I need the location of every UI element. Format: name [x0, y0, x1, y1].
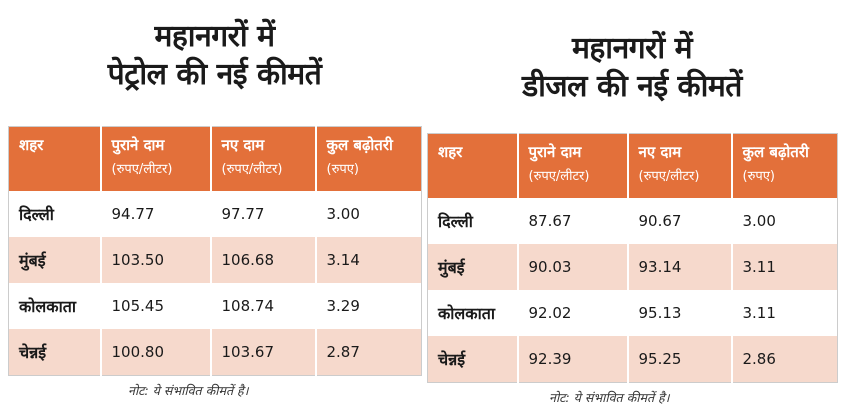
old-price-cell: 94.77 — [100, 191, 212, 237]
column-header-total-increase: कुल बढ़ोतरी (रुपए) — [315, 126, 422, 191]
city-cell: चेन्नई — [8, 329, 102, 376]
header-unit: (रुपए/लीटर) — [638, 169, 700, 184]
new-price-cell: 103.67 — [210, 329, 317, 376]
header-label: नए दाम — [638, 143, 682, 161]
header-label: कुल बढ़ोतरी — [742, 143, 809, 161]
old-price-cell: 87.67 — [517, 198, 629, 244]
table-row: कोलकाता 105.45 108.74 3.29 — [8, 283, 422, 329]
petrol-note: नोट: ये संभावित कीमतें है। — [128, 383, 249, 398]
city-cell: कोलकाता — [8, 283, 102, 329]
table-row: मुंबई 90.03 93.14 3.11 — [427, 244, 838, 290]
table-row: चेन्नई 100.80 103.67 2.87 — [8, 329, 422, 376]
old-price-cell: 105.45 — [100, 283, 212, 329]
new-price-cell: 108.74 — [210, 283, 317, 329]
header-label: शहर — [19, 136, 44, 154]
new-price-cell: 93.14 — [627, 244, 733, 290]
column-header-new-price: नए दाम (रुपए/लीटर) — [627, 133, 733, 198]
old-price-cell: 92.02 — [517, 290, 629, 336]
header-label: कुल बढ़ोतरी — [326, 136, 393, 154]
increase-cell: 3.00 — [731, 198, 838, 244]
petrol-title: महानगरों में पेट्रोल की नई कीमतें — [8, 0, 421, 128]
petrol-header-row: शहर पुराने दाम (रुपए/लीटर) नए दाम (रुपए/ली… — [8, 126, 422, 191]
new-price-cell: 95.13 — [627, 290, 733, 336]
column-header-city: शहर — [8, 126, 102, 191]
increase-cell: 2.86 — [731, 336, 838, 383]
city-cell: मुंबई — [8, 237, 102, 283]
old-price-cell: 103.50 — [100, 237, 212, 283]
petrol-title-line1: महानगरों में — [154, 19, 275, 54]
diesel-panel: महानगरों में डीजल की नई कीमतें शहर पुरान… — [427, 0, 838, 406]
diesel-price-table: शहर पुराने दाम (रुपए/लीटर) नए दाम (रुपए/ली… — [427, 133, 838, 383]
increase-cell: 3.14 — [315, 237, 422, 283]
increase-cell: 3.11 — [731, 290, 838, 336]
header-label: पुराने दाम — [111, 136, 165, 154]
column-header-old-price: पुराने दाम (रुपए/लीटर) — [100, 126, 212, 191]
table-row: दिल्ली 87.67 90.67 3.00 — [427, 198, 838, 244]
city-cell: कोलकाता — [427, 290, 519, 336]
petrol-panel: महानगरों में पेट्रोल की नई कीमतें शहर पु… — [8, 0, 422, 399]
old-price-cell: 92.39 — [517, 336, 629, 383]
old-price-cell: 100.80 — [100, 329, 212, 376]
header-unit: (रुपए) — [742, 169, 776, 184]
header-unit: (रुपए/लीटर) — [221, 162, 283, 177]
increase-cell: 3.11 — [731, 244, 838, 290]
diesel-title: महानगरों में डीजल की नई कीमतें — [427, 0, 837, 128]
new-price-cell: 95.25 — [627, 336, 733, 383]
city-cell: दिल्ली — [427, 198, 519, 244]
petrol-price-table: शहर पुराने दाम (रुपए/लीटर) नए दाम (रुपए/ली… — [8, 126, 422, 376]
column-header-city: शहर — [427, 133, 519, 198]
table-row: मुंबई 103.50 106.68 3.14 — [8, 237, 422, 283]
diesel-note: नोट: ये संभावित कीमतें है। — [549, 390, 670, 405]
header-unit: (रुपए/लीटर) — [528, 169, 590, 184]
new-price-cell: 106.68 — [210, 237, 317, 283]
city-cell: मुंबई — [427, 244, 519, 290]
new-price-cell: 90.67 — [627, 198, 733, 244]
column-header-total-increase: कुल बढ़ोतरी (रुपए) — [731, 133, 838, 198]
header-label: शहर — [438, 143, 463, 161]
increase-cell: 3.29 — [315, 283, 422, 329]
column-header-old-price: पुराने दाम (रुपए/लीटर) — [517, 133, 629, 198]
diesel-title-line1: महानगरों में — [571, 31, 693, 66]
diesel-header-row: शहर पुराने दाम (रुपए/लीटर) नए दाम (रुपए/ली… — [427, 133, 838, 198]
city-cell: चेन्नई — [427, 336, 519, 383]
table-row: कोलकाता 92.02 95.13 3.11 — [427, 290, 838, 336]
old-price-cell: 90.03 — [517, 244, 629, 290]
header-label: नए दाम — [221, 136, 265, 154]
header-label: पुराने दाम — [528, 143, 582, 161]
header-unit: (रुपए) — [326, 162, 360, 177]
city-cell: दिल्ली — [8, 191, 102, 237]
column-header-new-price: नए दाम (रुपए/लीटर) — [210, 126, 317, 191]
increase-cell: 2.87 — [315, 329, 422, 376]
table-row: चेन्नई 92.39 95.25 2.86 — [427, 336, 838, 383]
new-price-cell: 97.77 — [210, 191, 317, 237]
header-unit: (रुपए/लीटर) — [111, 162, 173, 177]
petrol-title-line2: पेट्रोल की नई कीमतें — [107, 57, 322, 92]
diesel-title-line2: डीजल की नई कीमतें — [522, 69, 742, 104]
increase-cell: 3.00 — [315, 191, 422, 237]
table-row: दिल्ली 94.77 97.77 3.00 — [8, 191, 422, 237]
